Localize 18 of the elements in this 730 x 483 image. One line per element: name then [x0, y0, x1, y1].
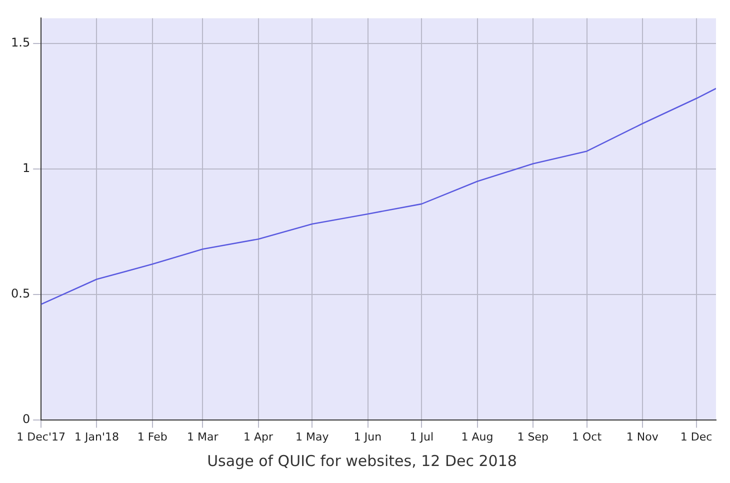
x-tick-label: 1 Jan'18: [74, 430, 119, 444]
x-tick-label: 1 May: [296, 430, 330, 444]
x-tick-label: 1 Apr: [244, 430, 274, 444]
x-tick-label: 1 Jun: [354, 430, 382, 444]
x-tick-label: 1 Jul: [410, 430, 434, 444]
x-tick-label: 1 Mar: [187, 430, 219, 444]
text: Usage of QUIC for websites, 12 Dec 2018: [207, 452, 517, 470]
x-tick-label: 1 Aug: [461, 430, 494, 444]
y-tick-label: 1.5: [10, 35, 30, 50]
y-tick-label: 0: [22, 412, 30, 426]
x-tick-label: 1 Sep: [517, 430, 549, 444]
x-tick-label: 1 Oct: [572, 430, 602, 444]
y-tick-label: 1: [22, 160, 30, 175]
y-tick-label: 0.5: [10, 286, 30, 300]
x-tick-label: 1 Nov: [626, 430, 659, 444]
x-tick-label: 1 Dec: [680, 430, 712, 444]
x-tick-label: 1 Dec'17: [16, 430, 66, 444]
x-tick-label: 1 Feb: [137, 430, 168, 444]
